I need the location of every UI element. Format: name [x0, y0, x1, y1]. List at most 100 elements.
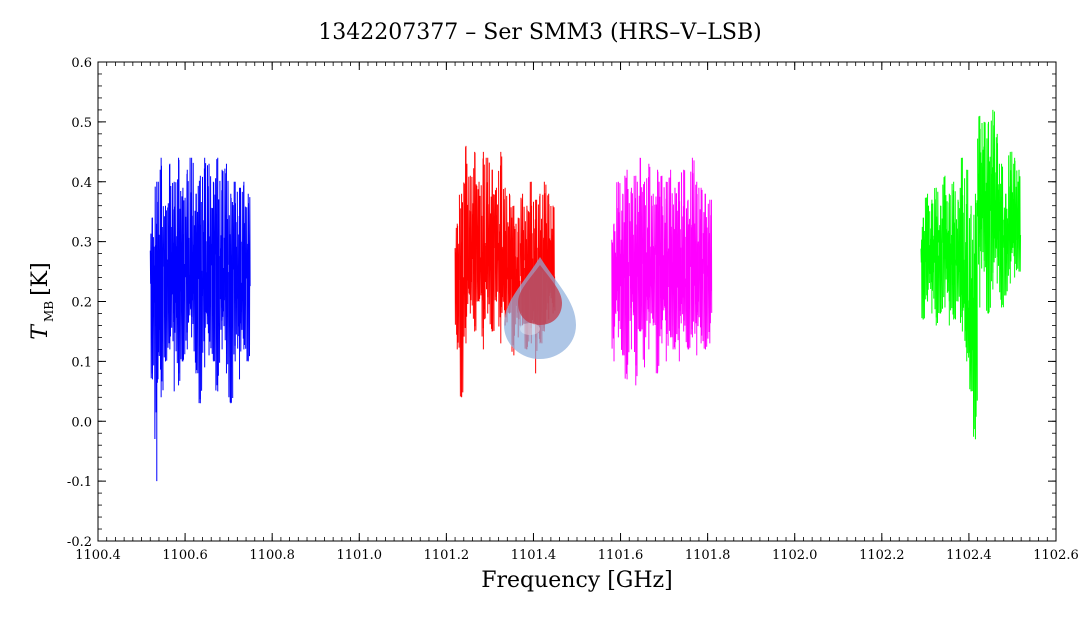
y-tick-label: 0.0 — [71, 415, 92, 430]
series-4-trace — [968, 214, 974, 392]
series-2-trace — [454, 225, 460, 348]
series-3-trace — [633, 175, 639, 377]
series-3-trace — [685, 201, 691, 350]
series-1-trace — [149, 217, 155, 379]
x-tick-label: 1100.6 — [162, 548, 208, 563]
svg-text:TMB[K]: TMB [K] — [28, 262, 56, 339]
series-4-trace — [977, 116, 983, 269]
series-4-trace — [933, 187, 939, 324]
y-tick-label: 0.3 — [71, 236, 92, 251]
y-tick-label: 0.1 — [71, 355, 92, 370]
series-1-trace — [167, 164, 173, 348]
series-3-trace — [646, 166, 652, 324]
data-layer — [149, 109, 1022, 482]
series-3-trace — [663, 181, 669, 346]
series-3-trace — [707, 199, 713, 339]
y-tick-label: 0.6 — [71, 56, 92, 71]
x-tick-label: 1100.8 — [249, 548, 295, 563]
series-3-trace — [650, 195, 656, 326]
series-3-trace — [637, 157, 643, 332]
series-1-trace — [228, 197, 234, 403]
series-2-trace — [485, 157, 491, 305]
series-2-trace — [502, 188, 508, 323]
series-4-trace — [964, 169, 970, 358]
y-tick-label: 0.5 — [71, 116, 92, 131]
series-3-trace — [611, 224, 617, 349]
series-4-trace — [920, 217, 926, 320]
series-2-trace — [463, 147, 469, 337]
series-2-trace — [550, 205, 556, 311]
x-tick-label: 1101.4 — [511, 548, 557, 563]
series-3-trace — [615, 182, 621, 330]
x-tick-label: 1102.6 — [1033, 548, 1079, 563]
series-1-trace — [245, 197, 251, 362]
y-tick-label: 0.4 — [71, 176, 92, 191]
series-1-trace — [180, 190, 186, 362]
series-4-trace — [951, 183, 956, 320]
series-2-trace — [467, 176, 473, 306]
series-1-trace — [223, 168, 229, 365]
series-3-trace — [672, 193, 678, 350]
x-tick-label: 1102.0 — [772, 548, 818, 563]
x-tick-label: 1102.4 — [946, 548, 992, 563]
x-axis-label: Frequency [GHz] — [481, 568, 673, 593]
series-3-trace — [694, 184, 700, 334]
x-tick-label: 1100.4 — [75, 548, 121, 563]
series-4-trace — [998, 163, 1004, 308]
series-3-trace — [681, 170, 687, 326]
series-3-trace — [624, 175, 630, 379]
series-2-trace — [472, 152, 477, 331]
y-tick-label: -0.2 — [67, 535, 92, 550]
series-4-trace — [994, 137, 1000, 266]
spectrum-series-2 — [454, 145, 556, 398]
series-1-trace — [197, 180, 203, 404]
series-4-trace — [985, 123, 991, 314]
series-1-trace — [202, 163, 208, 353]
series-1-trace — [154, 181, 160, 440]
series-1-trace — [219, 171, 225, 330]
series-2-trace — [498, 156, 504, 327]
spectrum-series-4 — [920, 109, 1022, 440]
y-tick-label: -0.1 — [67, 475, 92, 490]
series-4-trace — [1003, 193, 1009, 296]
series-4-trace — [981, 122, 987, 268]
series-2-trace — [506, 195, 512, 314]
series-3-trace — [698, 187, 704, 342]
series-4-trace — [955, 201, 961, 302]
x-tick-label: 1101.6 — [598, 548, 644, 563]
series-4-trace — [1016, 170, 1022, 272]
series-2-trace — [480, 158, 486, 337]
tick-layer: 1100.4 1100.6 1100.8 1101.0 1101.2 1101.4 1101… — [67, 56, 1079, 563]
x-tick-label: 1101.2 — [424, 548, 470, 563]
y-tick-label: 0.2 — [71, 296, 92, 311]
series-1-trace — [241, 185, 247, 349]
series-3-trace — [667, 177, 673, 338]
y-axis-label-subscript: MB — [42, 301, 56, 322]
series-2-trace — [458, 194, 464, 397]
series-4-trace — [929, 203, 935, 299]
series-1-trace — [236, 187, 242, 352]
series-4-trace — [1012, 160, 1017, 271]
series-2-trace — [511, 206, 517, 352]
x-tick-label: 1102.2 — [859, 548, 905, 563]
series-2-trace — [489, 169, 495, 332]
series-1-trace — [232, 181, 238, 355]
series-1-trace — [206, 165, 212, 349]
series-3-trace — [641, 184, 647, 360]
y-axis-label: TMB [K] — [28, 262, 56, 339]
x-tick-label: 1101.8 — [685, 548, 731, 563]
series-3-trace — [659, 176, 665, 337]
series-3-trace — [702, 193, 708, 350]
series-1-trace — [162, 206, 168, 362]
wish-watermark-logo — [504, 257, 576, 359]
series-3-trace — [676, 182, 682, 341]
series-4-trace — [990, 111, 996, 282]
y-axis-label-main: T — [28, 323, 53, 340]
series-1-trace — [193, 193, 199, 374]
series-1-trace — [158, 165, 164, 391]
series-4-trace — [942, 177, 948, 298]
series-3-trace — [654, 171, 660, 374]
series-4-trace — [1007, 151, 1013, 276]
series-4-trace — [946, 195, 952, 311]
